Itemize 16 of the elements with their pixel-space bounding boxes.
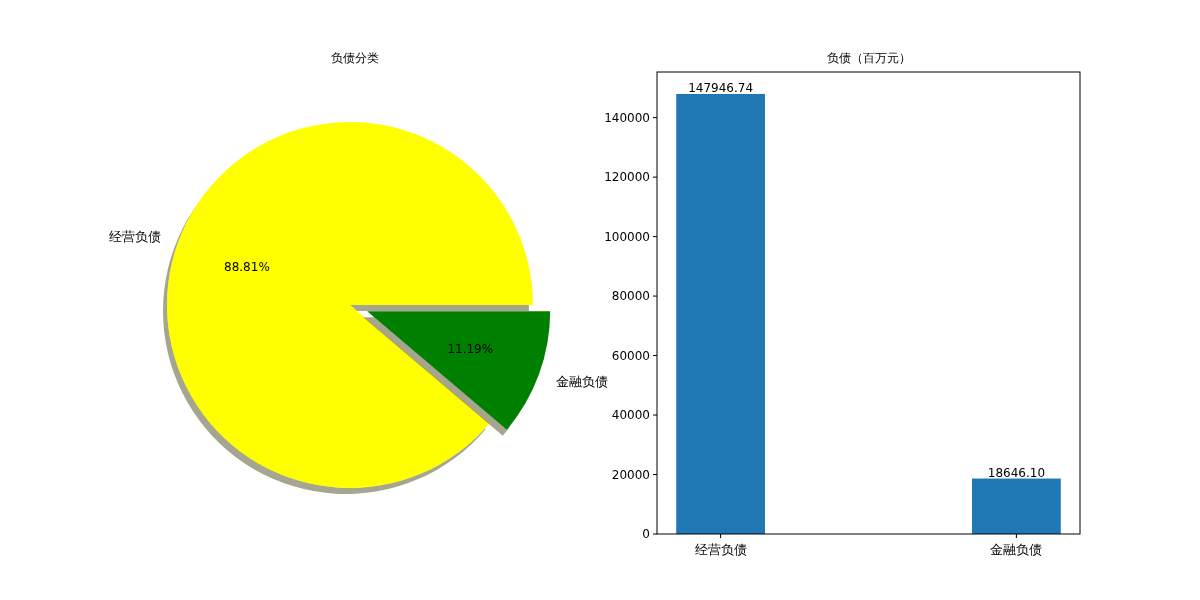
- y-tick-label: 100000: [604, 229, 650, 244]
- y-tick-label: 120000: [604, 170, 650, 185]
- chart-title: 负债（百万元）: [826, 51, 911, 65]
- y-tick-label: 60000: [611, 348, 650, 363]
- chart-title: 负债分类: [331, 51, 379, 65]
- slice-label: 金融负债: [556, 373, 609, 389]
- data-label: 147946.74: [688, 81, 754, 95]
- y-tick-label: 40000: [611, 408, 650, 423]
- y-tick-label: 80000: [611, 289, 650, 304]
- y-tick-label: 20000: [611, 467, 650, 482]
- data-label: 18646.10: [987, 465, 1046, 480]
- data-label: 11.19%: [447, 342, 494, 357]
- slice-label: 经营负债: [109, 228, 162, 244]
- y-tick-label: 140000: [604, 110, 650, 125]
- y-tick-label: 0: [642, 527, 650, 541]
- data-label: 88.81%: [224, 260, 270, 275]
